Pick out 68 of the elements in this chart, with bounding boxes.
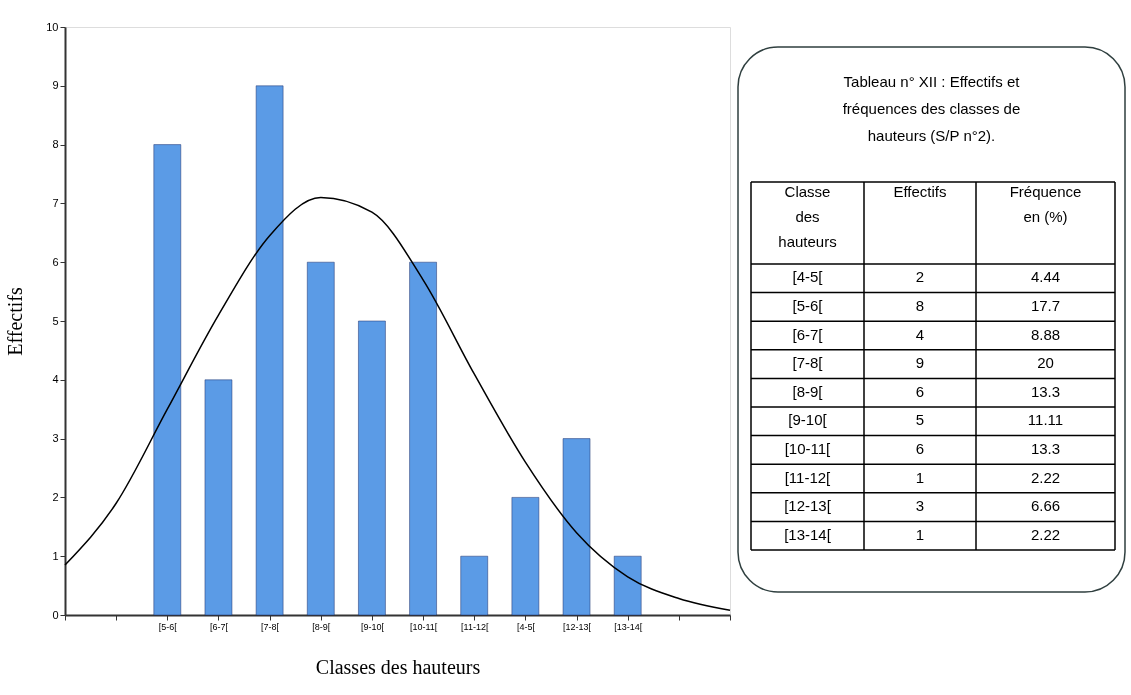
text: 4.44: [1030, 268, 1061, 286]
text: 2: [915, 268, 925, 286]
bar: [613, 555, 642, 616]
x-tick-label: [12-13[: [563, 621, 592, 632]
text: 5: [915, 411, 925, 429]
y-tick-label: 4: [52, 373, 59, 386]
x-tick-label: [11-12[: [461, 621, 489, 632]
text: Tableau n° XII : Effectifs et fréquences des classes de hauteurs (S/P n°2).: [842, 73, 1021, 144]
text: [10-11[: [784, 439, 832, 457]
text: [12-13[: [784, 497, 832, 515]
x-tick-label: [9-10[: [360, 621, 385, 632]
line-series: [64, 196, 731, 612]
text: [9-10[: [788, 411, 828, 429]
text: 4: [915, 325, 925, 343]
text: 3: [915, 497, 925, 515]
y-tick-label: 5: [52, 314, 59, 327]
text: Classe des hauteurs: [778, 183, 837, 250]
text: 8.88: [1030, 325, 1061, 343]
text: [6-7[: [792, 325, 824, 343]
text: [13-14[: [784, 525, 832, 543]
y-tick-label: 3: [52, 432, 59, 445]
bar: [409, 261, 437, 616]
text: 8: [915, 296, 925, 314]
y-tick-label: 9: [52, 79, 59, 92]
x-tick-label: [13-14[: [614, 621, 643, 632]
y-tick-label: 2: [52, 490, 59, 503]
y-axis-title: Effectifs: [4, 287, 27, 356]
y-tick-label: 6: [52, 255, 59, 268]
x-tick-label: [6-7[: [209, 621, 229, 632]
text: 6: [915, 439, 925, 457]
text: 17.7: [1030, 296, 1061, 314]
y-tick-label: 8: [52, 138, 59, 151]
text: [7-8[: [792, 354, 824, 372]
text: 6: [915, 382, 925, 400]
y-tick-label: 0: [52, 608, 59, 621]
bar: [153, 144, 182, 616]
text: 2.22: [1030, 525, 1061, 543]
bar: [511, 497, 540, 616]
text: 13.3: [1030, 382, 1061, 400]
bar: [255, 85, 284, 616]
bar: [460, 555, 488, 616]
x-tick-label: [7-8[: [261, 621, 280, 632]
text: Effectifs: [893, 183, 947, 200]
text: 2.22: [1030, 468, 1061, 486]
x-tick-label: [5-6[: [158, 621, 178, 632]
text: [11-12[: [784, 468, 832, 486]
text: 1: [915, 468, 925, 486]
text: [5-6[: [792, 296, 824, 314]
bar: [204, 379, 233, 616]
bar: [307, 261, 335, 616]
x-tick-label: [10-11[: [409, 621, 438, 632]
text: 9: [915, 354, 925, 372]
x-tick-label: [8-9[: [312, 621, 331, 632]
y-tick-label: 1: [52, 549, 59, 562]
text: [8-9[: [792, 382, 824, 400]
text: 13.3: [1030, 439, 1061, 457]
text: 11.11: [1027, 411, 1064, 429]
x-axis-title: Classes des hauteurs: [315, 655, 481, 678]
y-tick-label: 10: [46, 20, 59, 33]
x-tick-label: [4-5[: [516, 621, 536, 632]
bar: [358, 320, 386, 616]
y-tick-label: 7: [52, 196, 59, 209]
text: Fréquence en (%): [1009, 183, 1082, 225]
bar: [562, 438, 591, 616]
text: [4-5[: [792, 268, 824, 286]
text: 1: [915, 525, 925, 543]
text: 6.66: [1030, 497, 1061, 515]
text: 20: [1037, 354, 1054, 372]
